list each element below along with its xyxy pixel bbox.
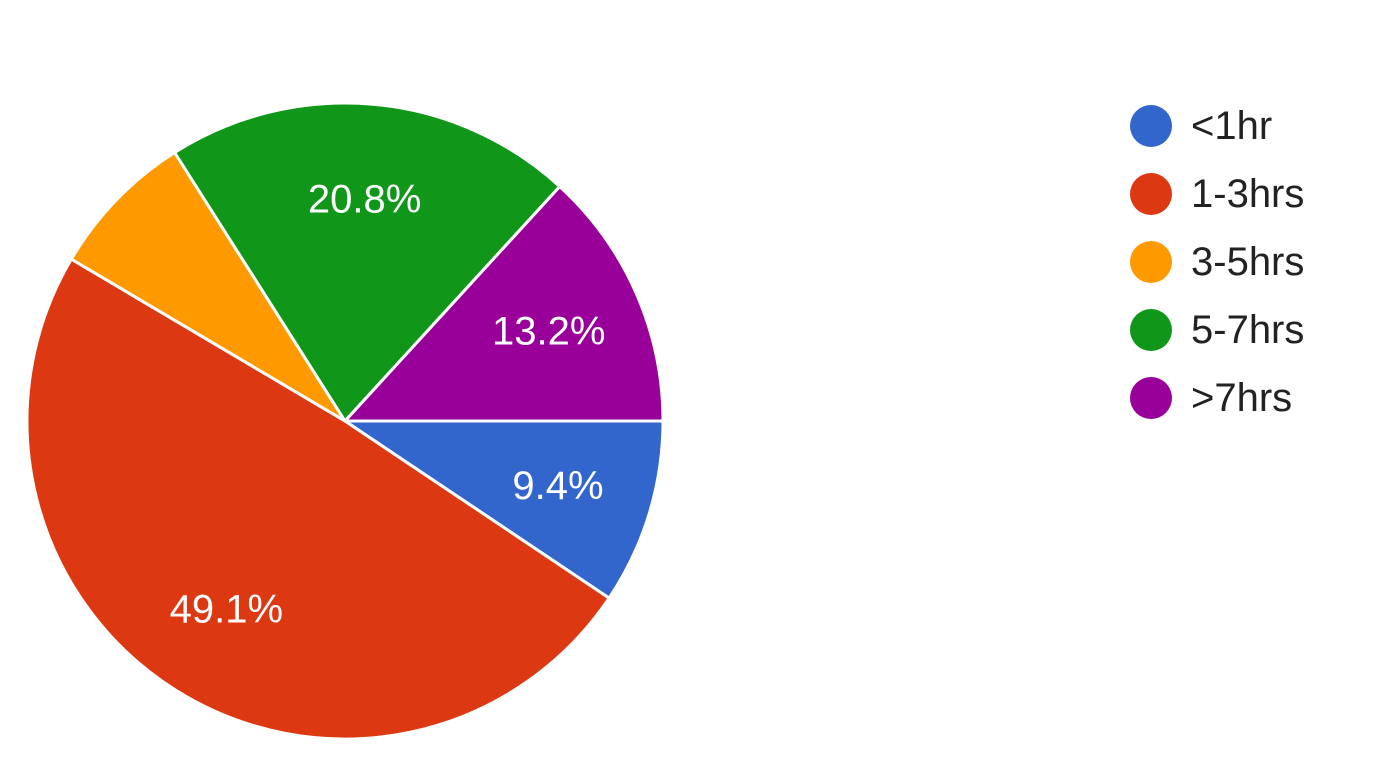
legend-label: 3-5hrs xyxy=(1191,239,1305,284)
legend-label: >7hrs xyxy=(1191,375,1293,420)
legend-item-more-than-7hrs: >7hrs xyxy=(1130,364,1304,432)
legend: <1hr 1-3hrs 3-5hrs 5-7hrs >7hrs xyxy=(1130,92,1304,432)
slice-percent-label: 9.4% xyxy=(512,464,603,508)
pie-slice xyxy=(343,419,665,600)
legend-swatch-icon xyxy=(1130,309,1172,351)
legend-swatch-icon xyxy=(1130,173,1172,215)
pie-slice xyxy=(173,101,562,423)
legend-swatch-icon xyxy=(1130,377,1172,419)
legend-label: <1hr xyxy=(1191,103,1273,148)
slice-percent-label: 13.2% xyxy=(492,309,605,353)
slice-percent-label: 20.8% xyxy=(308,177,421,221)
slice-percent-label: 49.1% xyxy=(170,587,283,631)
legend-item-3-5hrs: 3-5hrs xyxy=(1130,228,1304,296)
pie-slice xyxy=(343,184,665,423)
legend-item-1-3hrs: 1-3hrs xyxy=(1130,160,1304,228)
legend-label: 1-3hrs xyxy=(1191,171,1305,216)
legend-item-5-7hrs: 5-7hrs xyxy=(1130,296,1304,364)
legend-swatch-icon xyxy=(1130,241,1172,283)
legend-swatch-icon xyxy=(1130,105,1172,147)
pie-slice xyxy=(69,151,347,423)
pie-slice xyxy=(25,257,611,741)
legend-label: 5-7hrs xyxy=(1191,307,1305,352)
legend-item-less-than-1hr: <1hr xyxy=(1130,92,1304,160)
